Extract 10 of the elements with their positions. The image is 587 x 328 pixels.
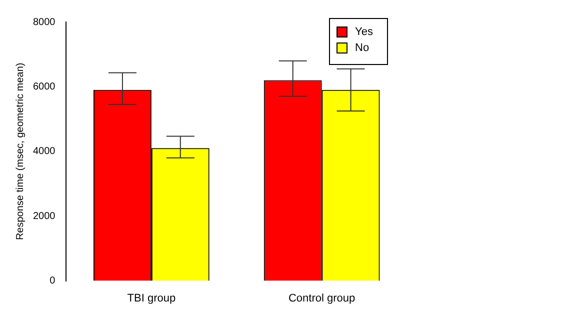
y-tick-label: 0 <box>50 276 56 287</box>
x-tick-label: TBI group <box>127 292 176 304</box>
y-axis-title: Response time (msec, geometric mean) <box>14 62 26 240</box>
y-tick-label: 2000 <box>32 210 56 222</box>
legend-label: No <box>355 42 370 54</box>
legend-label: Yes <box>355 26 374 38</box>
y-tick-label: 4000 <box>32 146 56 158</box>
y-tick-label: 6000 <box>32 81 56 92</box>
y-tick-label: 8000 <box>32 16 56 28</box>
x-tick-label: Control group <box>288 292 356 304</box>
